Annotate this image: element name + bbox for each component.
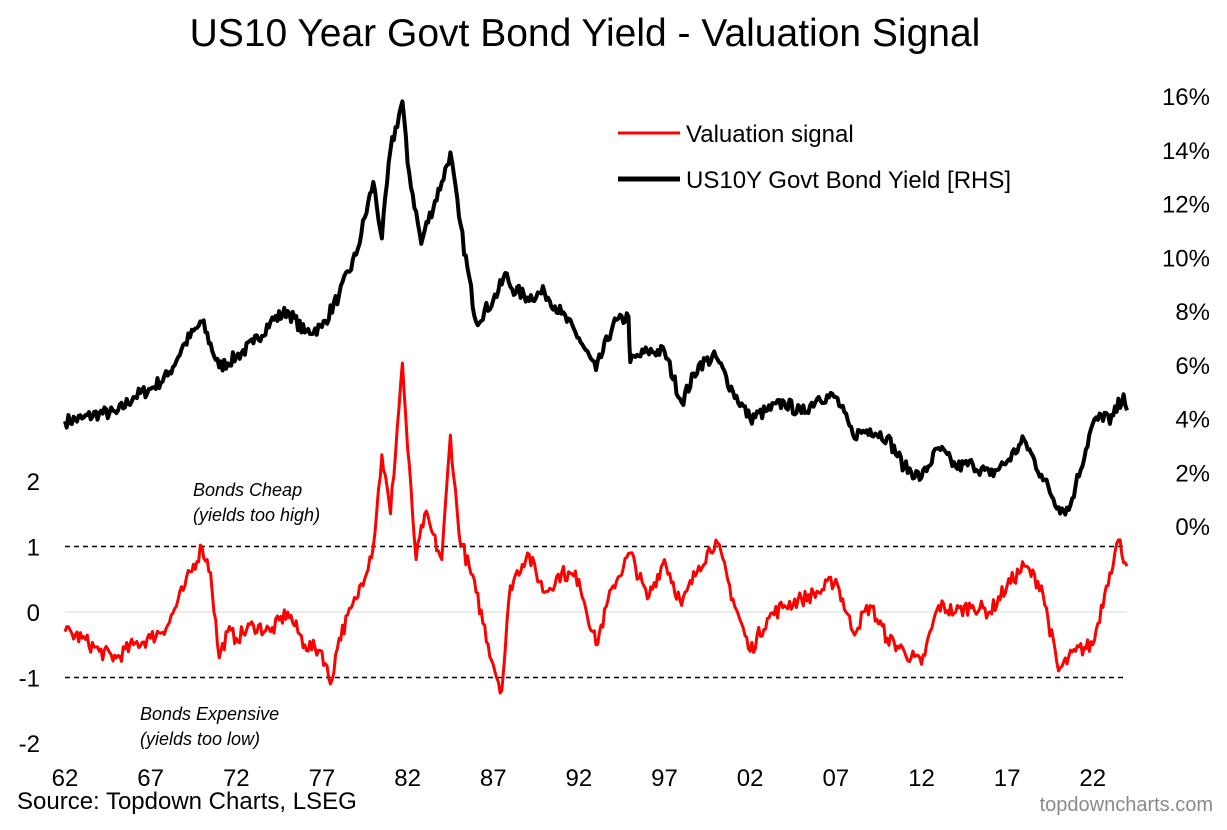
right-tick-label: 8% <box>1175 299 1210 326</box>
right-tick-label: 10% <box>1162 245 1210 272</box>
left-tick-label: 1 <box>27 535 40 562</box>
watermark: topdowncharts.com <box>1039 794 1213 816</box>
annotation-bonds-cheap: Bonds Cheap <box>193 480 302 500</box>
legend-label-bond-yield: US10Y Govt Bond Yield [RHS] <box>686 167 1011 194</box>
left-tick-label: 0 <box>27 600 40 627</box>
left-tick-label: -1 <box>19 666 40 693</box>
right-tick-label: 6% <box>1175 353 1210 380</box>
source-note: Source: Topdown Charts, LSEG <box>17 788 357 815</box>
right-tick-label: 16% <box>1162 84 1210 111</box>
annotations: Bonds Cheap (yields too high) Bonds Expe… <box>140 480 320 749</box>
left-tick-label: -2 <box>19 731 40 758</box>
bond-yield-line <box>63 99 1129 517</box>
right-tick-label: 12% <box>1162 192 1210 219</box>
annotation-bonds-expensive-sub: (yields too low) <box>140 729 260 749</box>
legend-label-valuation-signal: Valuation signal <box>686 121 854 148</box>
series-layer <box>63 99 1129 695</box>
x-tick-label: 62 <box>52 765 79 792</box>
x-tick-label: 72 <box>223 765 250 792</box>
right-tick-label: 4% <box>1175 407 1210 434</box>
x-tick-label: 12 <box>908 765 935 792</box>
x-tick-label: 97 <box>651 765 678 792</box>
x-axis-ticks: 62 67 72 77 82 87 92 97 02 07 12 17 22 <box>52 765 1106 792</box>
valuation-signal-line <box>63 361 1129 695</box>
x-tick-label: 22 <box>1079 765 1106 792</box>
left-axis-ticks: 2 1 0 -1 -2 <box>19 469 40 758</box>
x-tick-label: 92 <box>566 765 593 792</box>
x-tick-label: 77 <box>309 765 336 792</box>
chart-title: US10 Year Govt Bond Yield - Valuation Si… <box>189 12 981 55</box>
legend: Valuation signal US10Y Govt Bond Yield [… <box>618 121 1011 194</box>
x-tick-label: 17 <box>994 765 1021 792</box>
right-tick-label: 14% <box>1162 138 1210 165</box>
annotation-bonds-expensive: Bonds Expensive <box>140 704 279 724</box>
right-tick-label: 2% <box>1175 460 1210 487</box>
right-tick-label: 0% <box>1175 514 1210 541</box>
x-tick-label: 02 <box>737 765 764 792</box>
annotation-bonds-cheap-sub: (yields too high) <box>193 505 320 525</box>
x-tick-label: 82 <box>394 765 421 792</box>
left-tick-label: 2 <box>27 469 40 496</box>
x-tick-label: 67 <box>137 765 164 792</box>
right-axis-ticks: 16% 14% 12% 10% 8% 6% 4% 2% 0% <box>1162 84 1210 541</box>
x-tick-label: 07 <box>822 765 849 792</box>
x-tick-label: 87 <box>480 765 507 792</box>
